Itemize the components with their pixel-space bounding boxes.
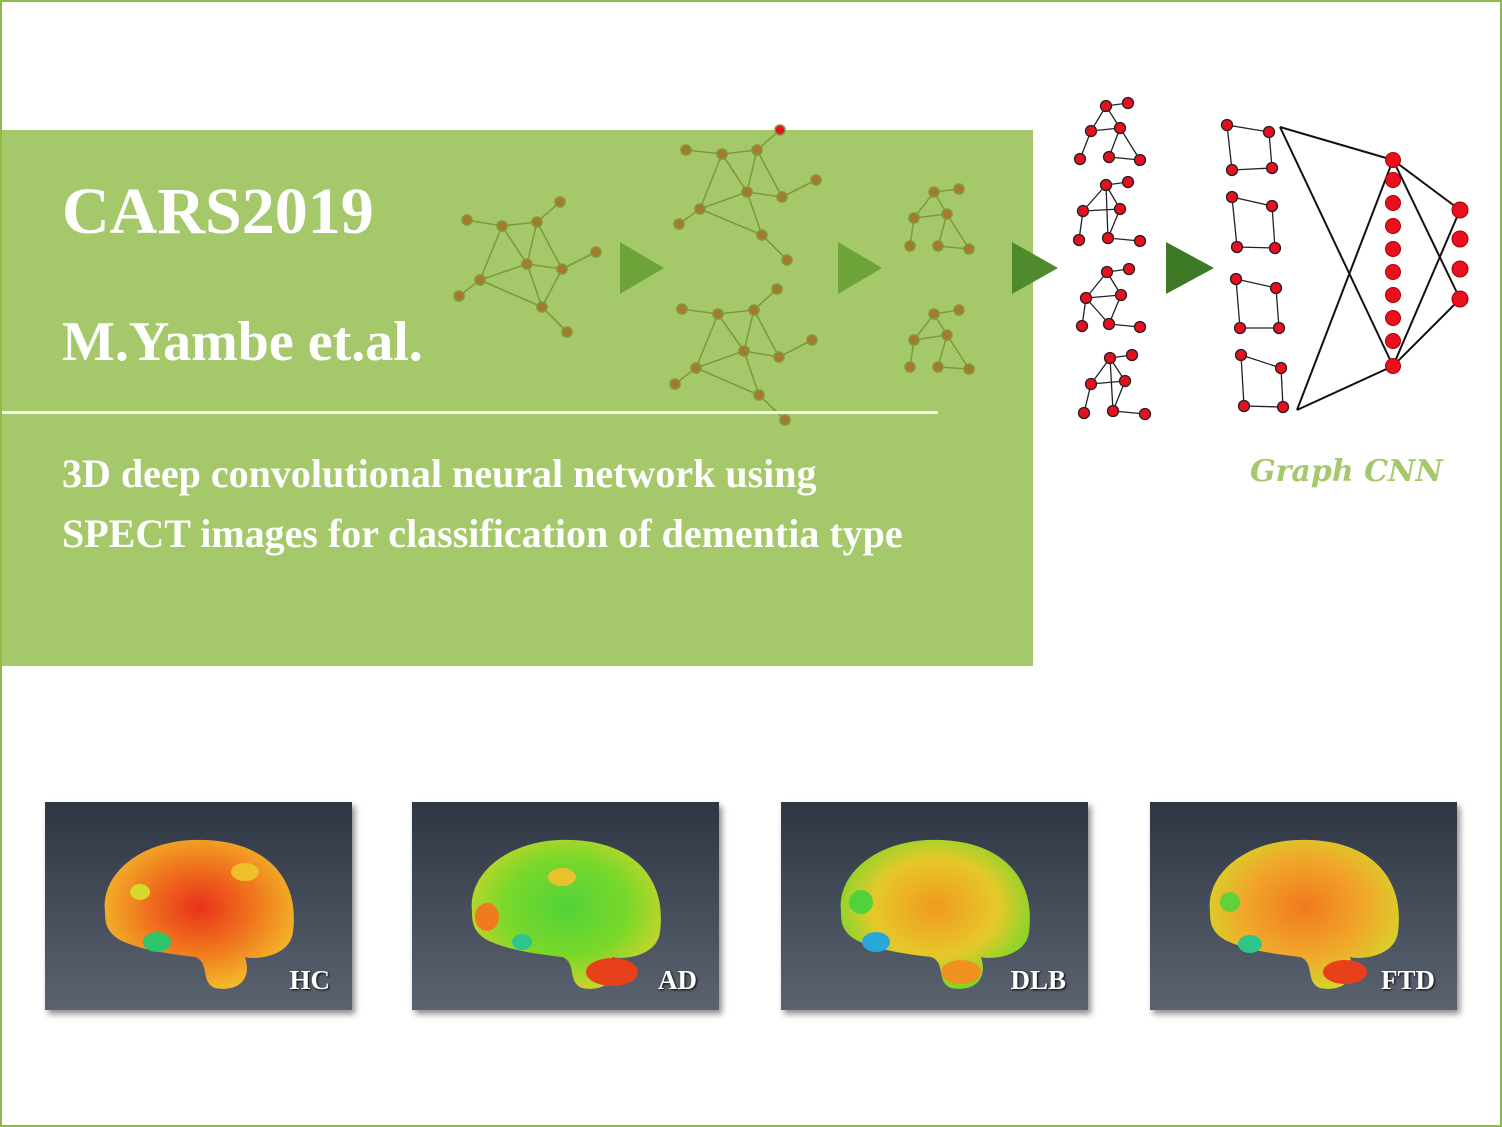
brain-image-ad: AD: [412, 802, 719, 1010]
input-graph: [453, 196, 602, 338]
fc-layer-1: [1385, 152, 1401, 374]
brain-label: DLB: [1010, 965, 1066, 995]
red-graphs: [1072, 96, 1152, 421]
pooled-graph-top: [904, 183, 975, 255]
pooled-graph-bottom: [904, 304, 975, 375]
arrow-1: [620, 242, 664, 294]
paper-title: 3D deep convolutional neural network usi…: [62, 451, 903, 556]
brain-label: AD: [658, 965, 697, 995]
brain-render: [471, 839, 661, 989]
brain-image-ftd: FTD: [1150, 802, 1457, 1010]
arrow-4: [1166, 242, 1214, 294]
brain-render: [104, 839, 294, 989]
red-graph-2: [1072, 175, 1147, 248]
brain-render: [1209, 839, 1399, 989]
red-graph-4: [1077, 348, 1152, 421]
hidden-graph-bottom: [669, 283, 818, 426]
conference-title: CARS2019: [62, 175, 374, 248]
brain-label: FTD: [1381, 965, 1435, 995]
divider: [2, 411, 938, 414]
arrow-3: [1012, 242, 1058, 294]
fc-output-layer: [1451, 201, 1469, 308]
arrow-2: [838, 242, 882, 294]
brain-image-dlb: DLB: [781, 802, 1088, 1010]
red-graph-3: [1075, 262, 1147, 334]
fully-connected-layers: [1279, 126, 1461, 411]
brain-image-hc: HC: [45, 802, 352, 1010]
graph-cnn-label: Graph CNN: [1250, 454, 1443, 489]
hidden-graph-top: [673, 124, 822, 266]
authors: M.Yambe et.al.: [62, 311, 423, 373]
title-banner: [2, 130, 1033, 666]
brain-render: [840, 839, 1030, 989]
brain-label: HC: [289, 965, 331, 995]
flattened-features: [1220, 118, 1290, 414]
red-graph-1: [1073, 96, 1147, 167]
